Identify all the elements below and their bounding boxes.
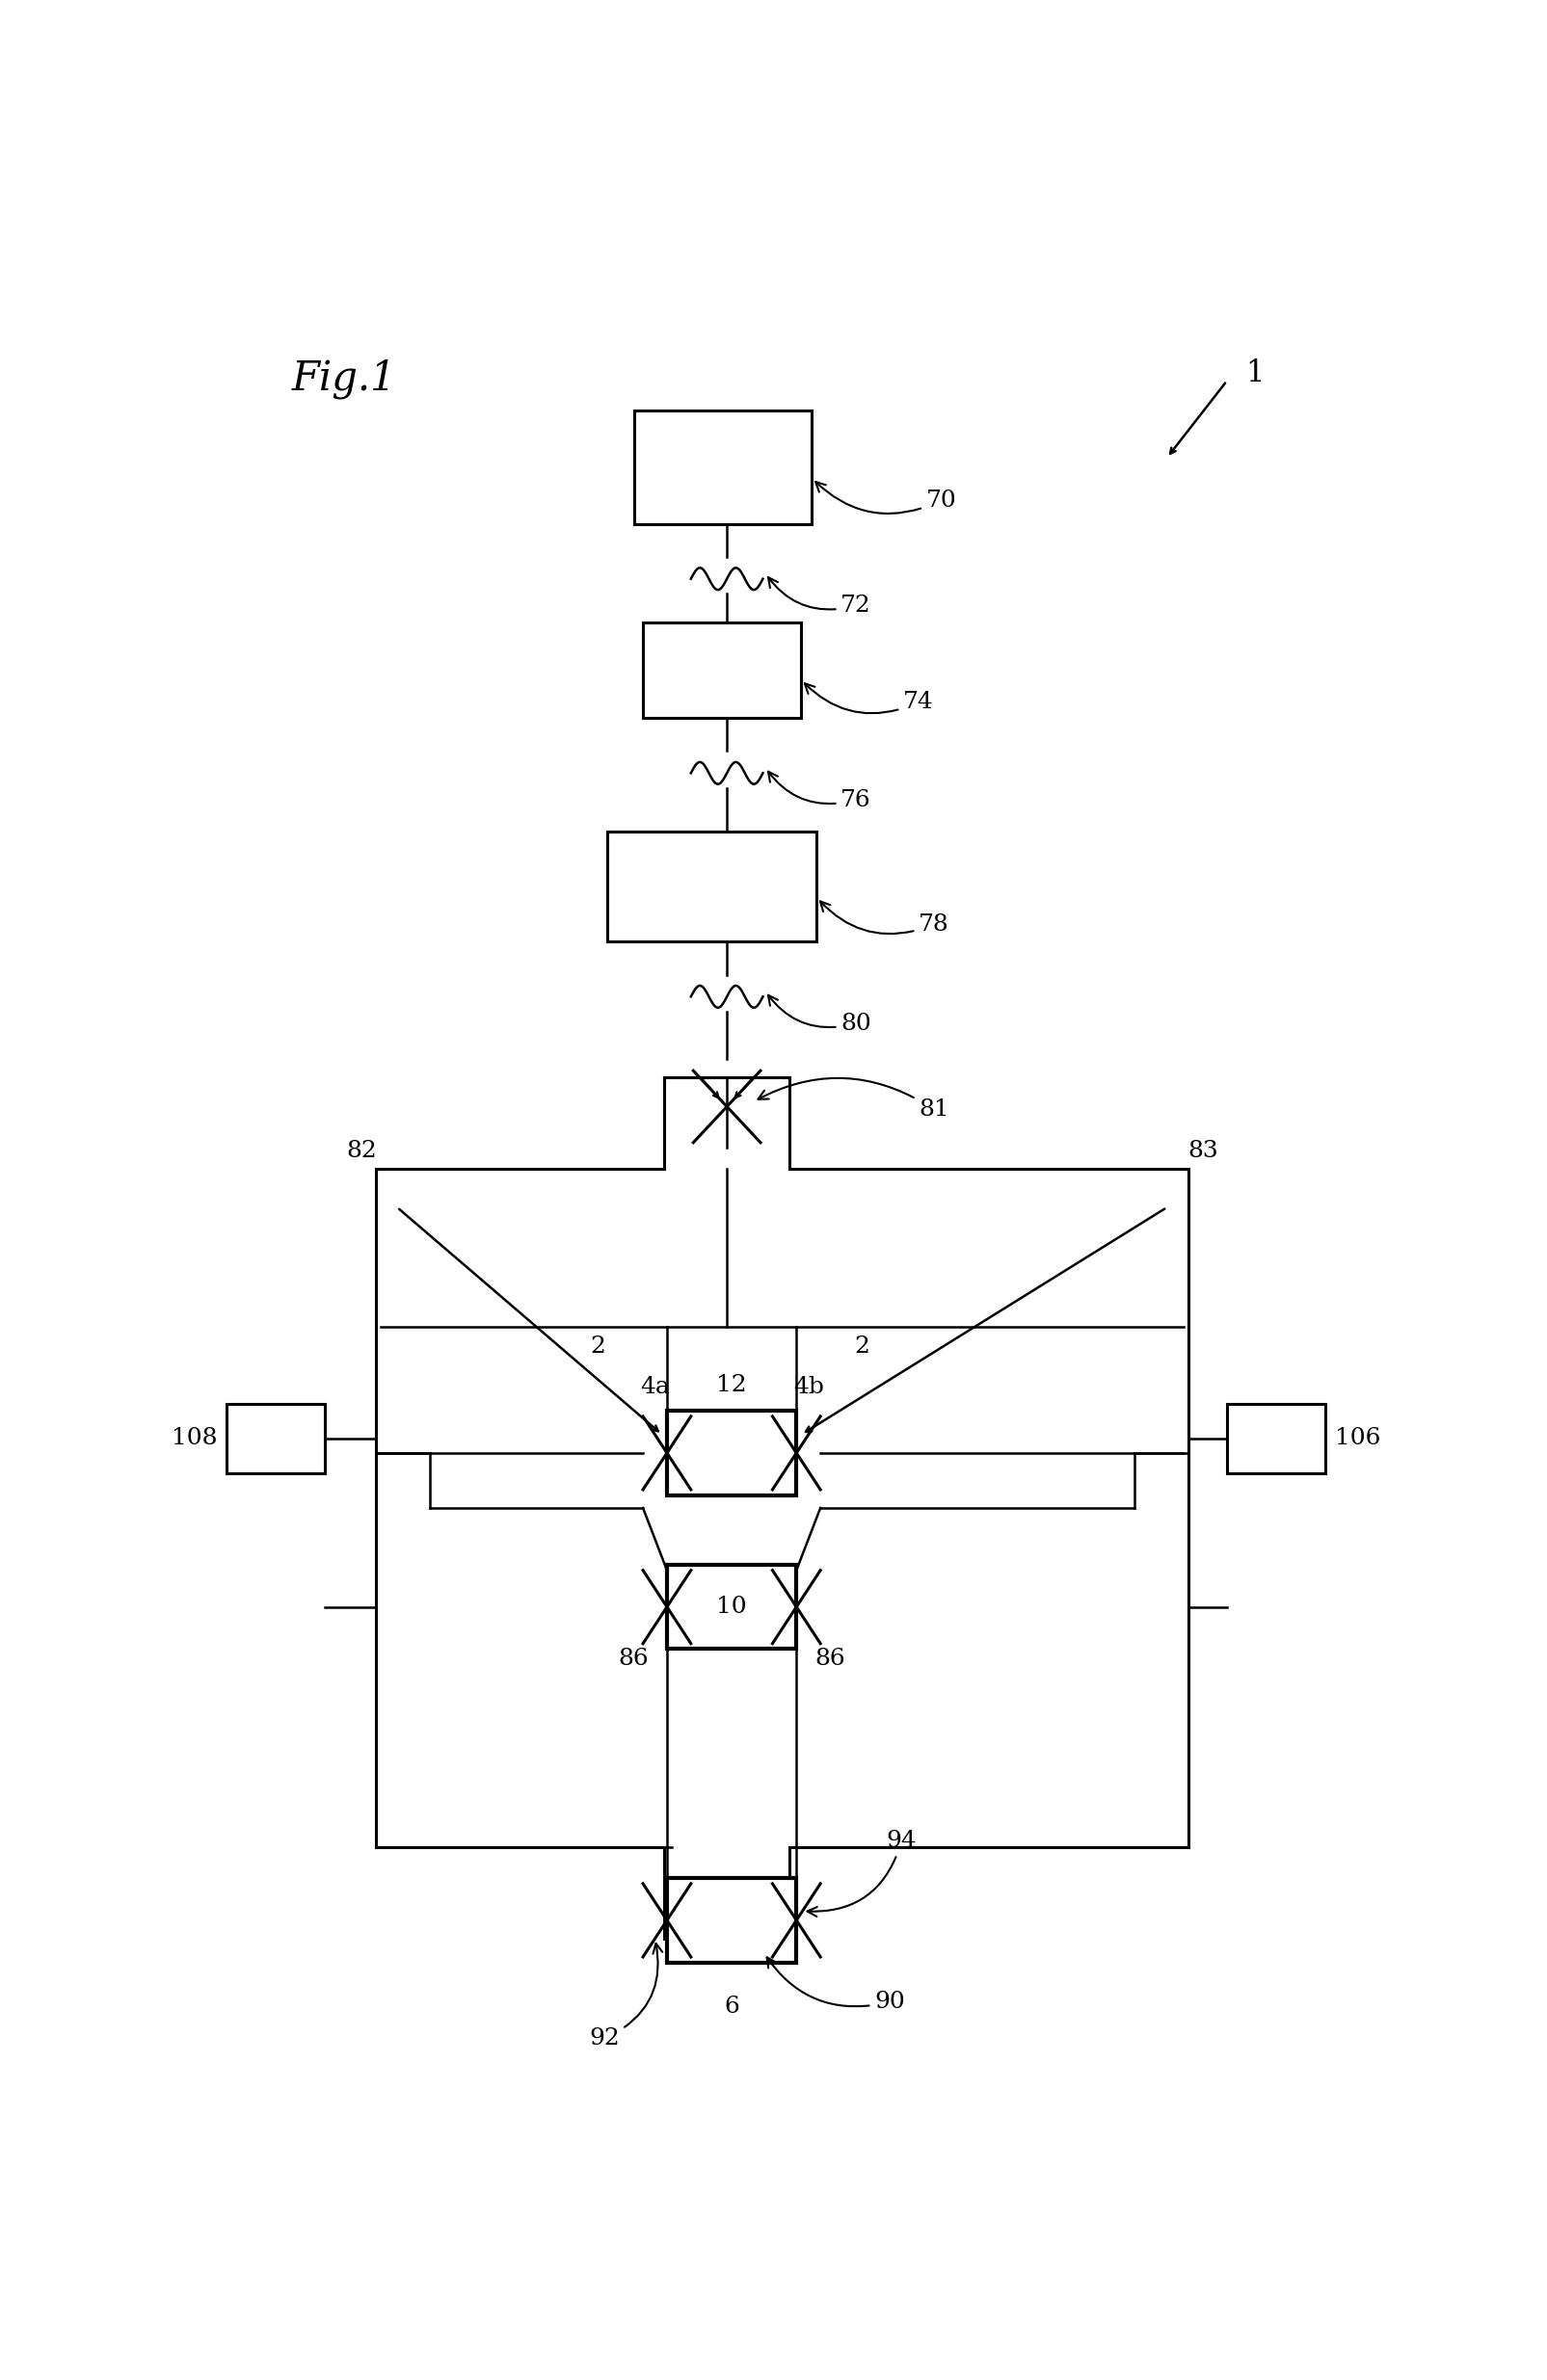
Text: 86: 86 xyxy=(815,1647,845,1668)
Bar xyxy=(606,831,817,942)
Text: 80: 80 xyxy=(769,995,871,1035)
Text: 90: 90 xyxy=(767,1956,905,2013)
Text: 76: 76 xyxy=(769,771,871,812)
Bar xyxy=(1227,1404,1326,1473)
Text: 82: 82 xyxy=(347,1140,376,1161)
Text: 106: 106 xyxy=(1335,1428,1380,1449)
Text: 1: 1 xyxy=(1245,359,1265,388)
Bar xyxy=(227,1404,325,1473)
Text: 72: 72 xyxy=(769,578,871,616)
Text: 10: 10 xyxy=(716,1597,747,1618)
Bar xyxy=(667,1564,797,1649)
Text: 83: 83 xyxy=(1188,1140,1217,1161)
Text: 70: 70 xyxy=(815,481,956,514)
Text: 81: 81 xyxy=(758,1078,950,1121)
Bar xyxy=(667,1411,797,1495)
Text: 4a: 4a xyxy=(640,1376,670,1397)
Text: 92: 92 xyxy=(589,1944,662,2049)
Bar xyxy=(634,409,812,524)
Text: 4b: 4b xyxy=(794,1376,825,1397)
Text: 86: 86 xyxy=(619,1647,648,1668)
Text: 12: 12 xyxy=(716,1373,747,1397)
Bar xyxy=(667,1878,797,1964)
Text: 74: 74 xyxy=(804,683,934,714)
Text: 2: 2 xyxy=(589,1335,605,1357)
Text: Fig.1: Fig.1 xyxy=(292,359,396,400)
Text: 6: 6 xyxy=(724,1994,739,2018)
Text: 108: 108 xyxy=(172,1428,217,1449)
Bar xyxy=(644,624,801,719)
Text: 2: 2 xyxy=(855,1335,869,1357)
Text: 94: 94 xyxy=(808,1830,917,1916)
Text: 78: 78 xyxy=(820,902,950,935)
